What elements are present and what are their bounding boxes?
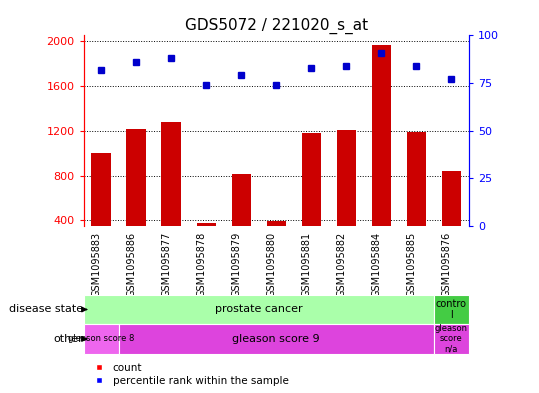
Bar bbox=[267, 222, 286, 265]
Text: gleason
score
n/a: gleason score n/a bbox=[435, 324, 468, 354]
Bar bbox=[372, 46, 391, 265]
Bar bbox=[407, 132, 426, 265]
Text: prostate cancer: prostate cancer bbox=[215, 305, 302, 314]
Bar bbox=[127, 129, 146, 265]
Text: GSM1095886: GSM1095886 bbox=[126, 231, 136, 297]
Legend: count, percentile rank within the sample: count, percentile rank within the sample bbox=[89, 363, 288, 386]
Bar bbox=[92, 153, 110, 265]
Bar bbox=[197, 222, 216, 265]
Bar bbox=[337, 130, 356, 265]
Text: gleason score 8: gleason score 8 bbox=[68, 334, 134, 343]
Text: GSM1095879: GSM1095879 bbox=[231, 231, 241, 297]
Text: GSM1095880: GSM1095880 bbox=[266, 231, 277, 297]
Bar bbox=[434, 324, 469, 354]
Text: GSM1095877: GSM1095877 bbox=[161, 231, 171, 297]
Bar bbox=[232, 174, 251, 265]
Text: gleason score 9: gleason score 9 bbox=[232, 334, 320, 344]
Text: disease state: disease state bbox=[9, 305, 83, 314]
Bar bbox=[119, 324, 434, 354]
Bar bbox=[84, 324, 119, 354]
Title: GDS5072 / 221020_s_at: GDS5072 / 221020_s_at bbox=[185, 18, 368, 34]
Text: GSM1095884: GSM1095884 bbox=[371, 231, 382, 297]
Text: GSM1095885: GSM1095885 bbox=[406, 231, 417, 297]
Text: other: other bbox=[53, 334, 83, 344]
Bar bbox=[442, 171, 461, 265]
Text: GSM1095882: GSM1095882 bbox=[336, 231, 347, 297]
Bar bbox=[302, 134, 321, 265]
Text: GSM1095883: GSM1095883 bbox=[91, 231, 101, 297]
Text: GSM1095876: GSM1095876 bbox=[441, 231, 452, 297]
Text: contro
l: contro l bbox=[436, 299, 467, 320]
Bar bbox=[162, 122, 181, 265]
Text: GSM1095878: GSM1095878 bbox=[196, 231, 206, 297]
Text: GSM1095881: GSM1095881 bbox=[301, 231, 312, 297]
Bar bbox=[434, 295, 469, 324]
